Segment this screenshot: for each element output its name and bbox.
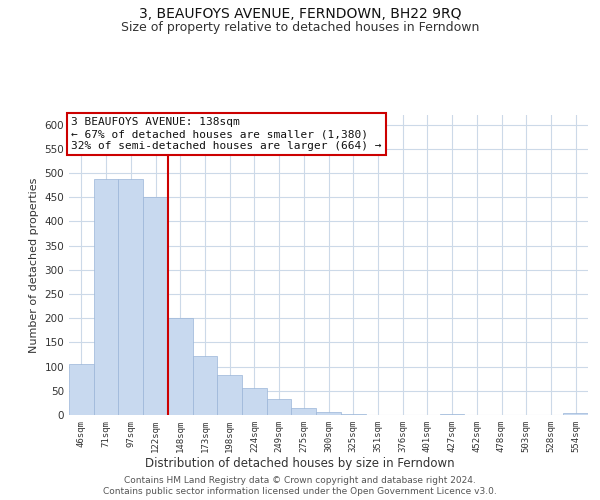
Bar xyxy=(316,412,341,415)
Text: 3, BEAUFOYS AVENUE, FERNDOWN, BH22 9RQ: 3, BEAUFOYS AVENUE, FERNDOWN, BH22 9RQ xyxy=(139,8,461,22)
Bar xyxy=(292,408,316,415)
Bar xyxy=(143,197,168,415)
Bar xyxy=(118,180,143,415)
Text: Contains public sector information licensed under the Open Government Licence v3: Contains public sector information licen… xyxy=(103,488,497,496)
Text: 3 BEAUFOYS AVENUE: 138sqm
← 67% of detached houses are smaller (1,380)
32% of se: 3 BEAUFOYS AVENUE: 138sqm ← 67% of detac… xyxy=(71,118,382,150)
Bar xyxy=(69,364,94,415)
Bar xyxy=(563,412,588,415)
Bar xyxy=(94,180,118,415)
Text: Size of property relative to detached houses in Ferndown: Size of property relative to detached ho… xyxy=(121,21,479,34)
Text: Distribution of detached houses by size in Ferndown: Distribution of detached houses by size … xyxy=(145,458,455,470)
Y-axis label: Number of detached properties: Number of detached properties xyxy=(29,178,39,352)
Bar xyxy=(267,398,292,415)
Text: Contains HM Land Registry data © Crown copyright and database right 2024.: Contains HM Land Registry data © Crown c… xyxy=(124,476,476,485)
Bar xyxy=(168,318,193,415)
Bar xyxy=(242,388,267,415)
Bar xyxy=(193,356,217,415)
Bar xyxy=(217,376,242,415)
Bar xyxy=(341,414,365,415)
Bar xyxy=(440,414,464,415)
